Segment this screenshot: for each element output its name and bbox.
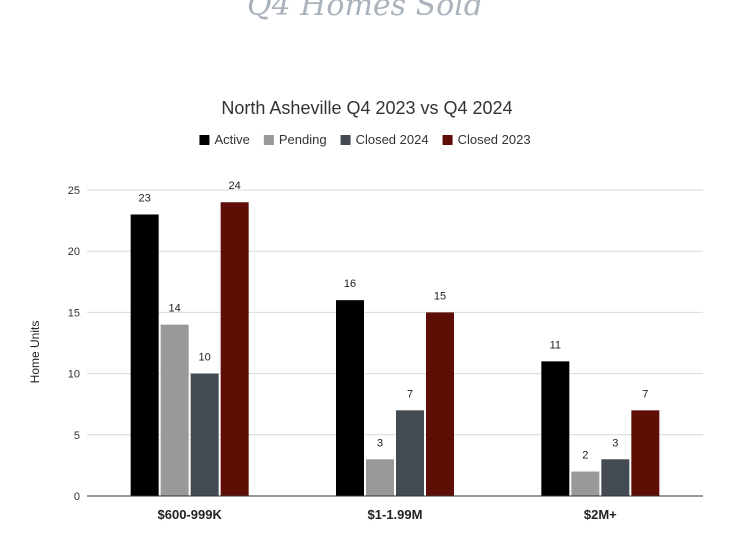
bar-active	[541, 361, 570, 496]
data-label: 24	[229, 180, 241, 192]
data-label: 2	[582, 450, 588, 462]
legend-label: Active	[214, 132, 249, 147]
legend-item: Pending	[263, 132, 327, 147]
legend-swatch	[340, 135, 351, 145]
y-axis-title: Home Units	[28, 321, 42, 384]
y-tick-label: 20	[68, 246, 80, 258]
legend-swatch	[442, 135, 453, 145]
data-label: 16	[344, 278, 356, 290]
bar-active	[130, 214, 159, 497]
y-axis-ticks: 0 5 10 15 20 25	[68, 185, 80, 503]
y-tick-label: 15	[68, 307, 80, 319]
y-tick-label: 0	[74, 491, 80, 503]
data-label: 3	[377, 437, 383, 449]
bar-closed-2023	[631, 410, 660, 496]
x-category-label: $2M+	[584, 507, 617, 522]
legend-item: Active	[199, 132, 250, 147]
data-label: 11	[550, 339, 561, 351]
data-label: 7	[642, 388, 648, 400]
legend-label: Closed 2023	[458, 132, 531, 147]
x-axis-categories: $600-999K $1-1.99M $2M+	[158, 507, 618, 522]
legend-item: Closed 2024	[340, 132, 429, 147]
bar-closed-2024	[396, 410, 424, 496]
page-heading: Q4 Homes Sold	[247, 0, 483, 23]
data-label: 10	[199, 352, 211, 364]
data-label: 7	[407, 388, 413, 400]
legend-label: Pending	[279, 132, 327, 147]
legend-swatch	[199, 135, 210, 145]
legend-item: Closed 2023	[442, 132, 531, 147]
x-category-label: $600-999K	[158, 507, 223, 522]
gridlines	[87, 189, 703, 436]
data-label: 23	[139, 192, 151, 204]
bar-closed-2023	[220, 202, 249, 497]
bar-pending	[571, 471, 600, 496]
legend-swatch	[263, 135, 274, 145]
data-label: 3	[612, 437, 618, 449]
data-label: 15	[434, 290, 446, 302]
x-category-label: $1-1.99M	[368, 507, 423, 522]
legend: Active Pending Closed 2024 Closed 2023	[199, 132, 531, 147]
legend-label: Closed 2024	[356, 132, 429, 147]
bars	[130, 202, 660, 497]
bar-pending	[366, 459, 394, 496]
bar-pending	[160, 324, 189, 496]
bar-closed-2023	[426, 312, 454, 496]
y-tick-label: 10	[68, 369, 80, 381]
data-label: 14	[169, 303, 181, 315]
bar-active	[336, 300, 364, 496]
bar-closed-2024	[601, 459, 630, 496]
chart-title: North Asheville Q4 2023 vs Q4 2024	[221, 98, 512, 118]
y-tick-label: 25	[68, 185, 80, 197]
bar-closed-2024	[190, 373, 219, 496]
y-tick-label: 5	[74, 430, 80, 442]
